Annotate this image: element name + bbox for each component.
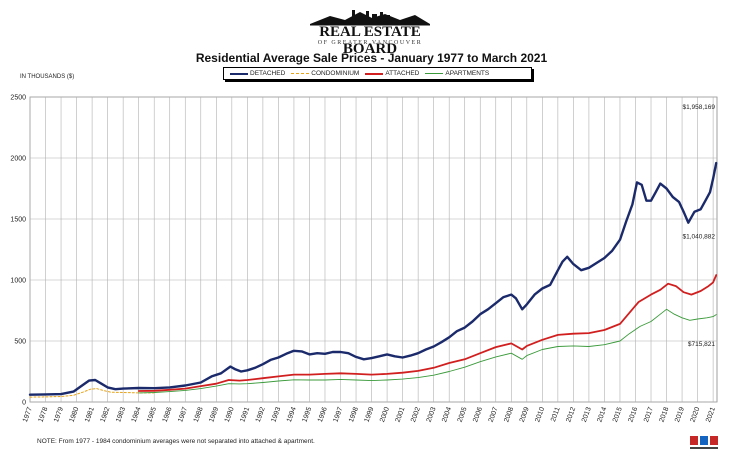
x-tick-label: 1982 [100, 406, 112, 423]
x-tick-label: 2005 [457, 406, 469, 423]
legend-item-attached: ATTACHED [365, 70, 419, 77]
x-tick-label: 2002 [410, 406, 422, 423]
series-line-condominium [29, 388, 155, 398]
mls-logo [690, 436, 718, 449]
legend-label: APARTMENTS [445, 70, 490, 77]
x-tick-label: 1981 [84, 406, 96, 423]
legend-swatch [291, 73, 310, 74]
logo-text: REAL ESTATE BOARD [319, 24, 421, 57]
y-tick-label: 500 [14, 339, 26, 346]
x-tick-label: 2004 [441, 406, 453, 423]
x-tick-label: 1991 [239, 406, 251, 423]
x-tick-label: 1995 [301, 406, 313, 423]
x-tick-label: 1983 [115, 406, 127, 423]
legend-item-detached: DETACHED [230, 70, 285, 77]
y-tick-label: 1500 [10, 217, 26, 224]
x-tick-label: 1979 [53, 406, 65, 423]
legend-swatch [230, 72, 248, 75]
x-tick-label: 1984 [131, 406, 143, 423]
legend-swatch [425, 73, 444, 74]
x-tick-label: 1986 [162, 406, 174, 423]
x-tick-label: 1980 [69, 406, 81, 423]
x-tick-label: 1994 [286, 406, 298, 423]
x-tick-label: 2008 [503, 406, 515, 423]
x-tick-label: 2006 [472, 406, 484, 423]
legend-item-condominium: CONDOMINIUM [291, 70, 359, 77]
x-tick-label: 2019 [674, 406, 686, 423]
plot-area [29, 96, 718, 403]
series-line-apartments [138, 308, 717, 394]
x-tick-label: 2001 [395, 406, 407, 423]
x-tick-label: 1989 [208, 406, 220, 423]
legend-label: DETACHED [250, 70, 286, 77]
x-tick-label: 2009 [519, 406, 531, 423]
end-value-label: $1,040,882 [682, 234, 715, 241]
x-tick-label: 2007 [488, 406, 500, 423]
series-line-attached [137, 274, 718, 392]
x-tick-label: 1996 [317, 406, 329, 423]
x-tick-label: 2012 [565, 406, 577, 423]
x-tick-label: 1977 [22, 406, 34, 423]
x-tick-label: 1985 [146, 406, 158, 423]
x-tick-label: 2017 [643, 406, 655, 423]
x-tick-label: 2010 [534, 406, 546, 423]
x-tick-label: 2015 [612, 406, 624, 423]
legend-item-apartments: APARTMENTS [425, 70, 489, 77]
x-tick-label: 1992 [255, 406, 267, 423]
y-tick-label: 2000 [10, 156, 26, 163]
x-tick-label: 2021 [705, 406, 717, 423]
x-tick-label: 1998 [348, 406, 360, 423]
chart-legend: DETACHED CONDOMINIUM ATTACHED APARTMENTS [223, 67, 532, 80]
y-tick-label: 2500 [10, 95, 26, 102]
y-tick-label: 1000 [10, 278, 26, 285]
x-tick-label: 1997 [332, 406, 344, 423]
y-tick-label: 0 [22, 400, 26, 407]
end-value-label: $1,958,169 [682, 104, 715, 111]
legend-swatch [365, 72, 384, 75]
x-tick-label: 2020 [690, 406, 702, 423]
chart-title: Residential Average Sale Prices - Januar… [195, 51, 548, 65]
x-tick-label: 2013 [581, 406, 593, 423]
board-logo [310, 10, 430, 26]
x-tick-label: 1990 [224, 406, 236, 423]
x-tick-label: 1978 [37, 406, 49, 423]
series-line-detached [28, 161, 718, 396]
x-tick-label: 1999 [364, 406, 376, 423]
x-tick-label: 2018 [659, 406, 671, 423]
x-tick-label: 2003 [426, 406, 438, 423]
x-tick-label: 2016 [627, 406, 639, 423]
x-tick-label: 2014 [596, 406, 608, 423]
legend-label: ATTACHED [385, 70, 420, 77]
x-tick-label: 2000 [379, 406, 391, 423]
x-tick-label: 1987 [177, 406, 189, 423]
end-value-label: $715,821 [688, 341, 715, 348]
legend-label: CONDOMINIUM [311, 70, 360, 77]
x-tick-label: 1993 [270, 406, 282, 423]
y-axis-unit-label: IN THOUSANDS ($) [20, 74, 75, 80]
x-tick-label: 2011 [550, 406, 562, 423]
x-tick-label: 1988 [193, 406, 205, 423]
logo-subtext: OF GREATER VANCOUVER [317, 40, 423, 46]
footnote: NOTE: From 1977 - 1984 condominium avera… [37, 438, 315, 445]
